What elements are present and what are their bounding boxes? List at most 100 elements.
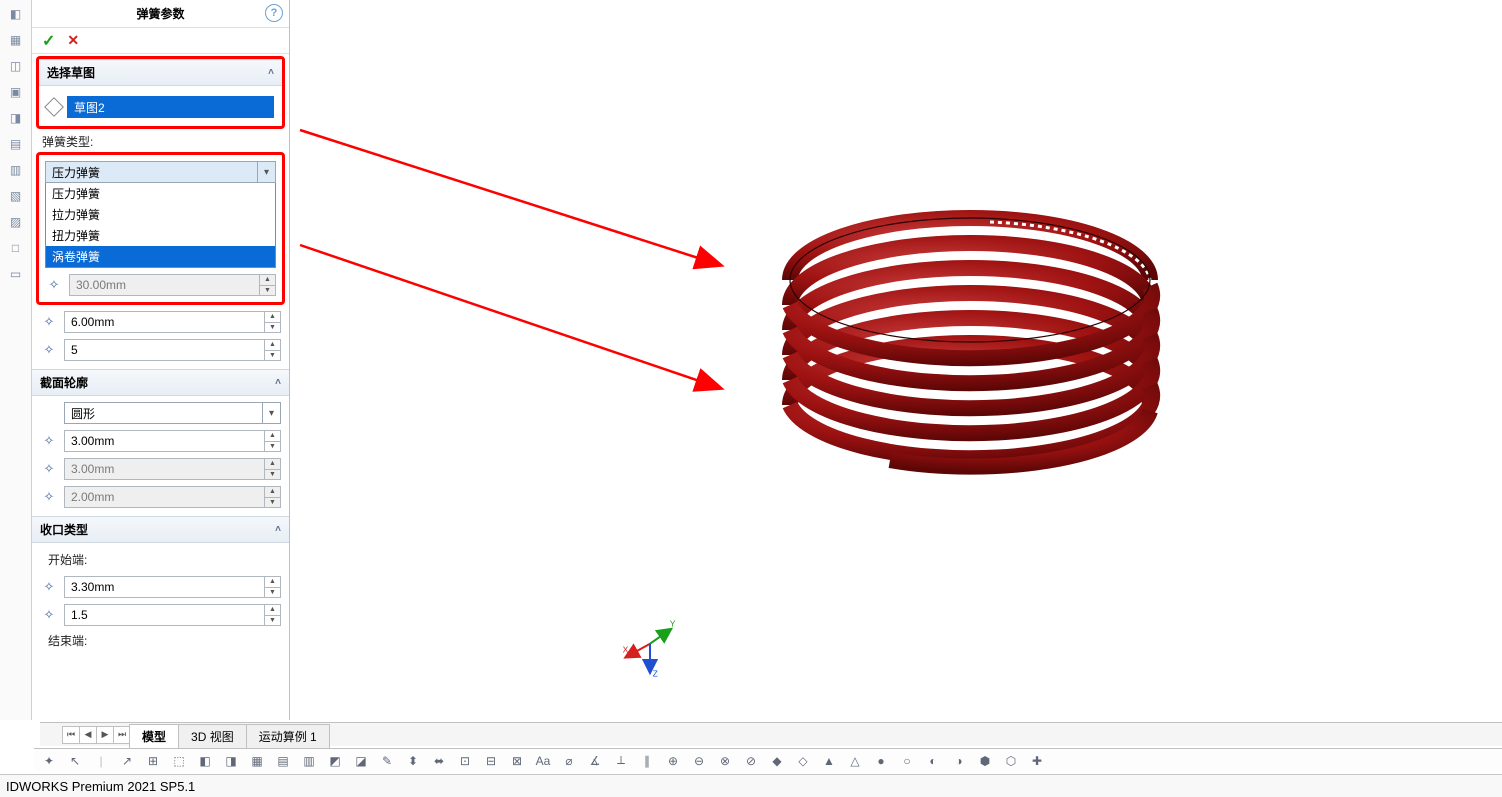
- spinner[interactable]: ▲▼: [264, 605, 280, 625]
- toolbar-icon[interactable]: ●: [872, 752, 890, 770]
- tab-nav-next[interactable]: ▶: [96, 726, 114, 744]
- section-end-type[interactable]: 收口类型 ˄: [32, 516, 289, 543]
- ok-button[interactable]: ✓: [42, 31, 55, 51]
- spinner[interactable]: ▲▼: [264, 577, 280, 597]
- toolbar-icon[interactable]: ▤: [274, 752, 292, 770]
- profile-shape-value: 圆形: [65, 405, 262, 422]
- toolbar-icon[interactable]: Aa: [534, 752, 552, 770]
- toolbar-icon[interactable]: ↖: [66, 752, 84, 770]
- toolbar-icon[interactable]: ⊕: [664, 752, 682, 770]
- toolbar-icon[interactable]: ◨: [222, 752, 240, 770]
- section-select-sketch[interactable]: 选择草图 ˄: [39, 59, 282, 86]
- strip-icon[interactable]: ◨: [6, 108, 26, 128]
- toolbar-icon[interactable]: ⊠: [508, 752, 526, 770]
- profile-shape-combo[interactable]: 圆形 ▾: [64, 402, 281, 424]
- chevron-up-icon: ˄: [268, 67, 274, 78]
- toolbar-icon[interactable]: ⌀: [560, 752, 578, 770]
- spring-type-option[interactable]: 涡卷弹簧: [46, 246, 275, 267]
- spinner[interactable]: ▲▼: [264, 340, 280, 360]
- strip-icon[interactable]: ▭: [6, 264, 26, 284]
- param-icon: ✧: [45, 277, 63, 293]
- toolbar-icon[interactable]: ▲: [820, 752, 838, 770]
- toolbar-icon[interactable]: ◑: [950, 752, 968, 770]
- 3d-viewport[interactable]: X Y Z: [290, 0, 1502, 720]
- strip-icon[interactable]: ◧: [6, 4, 26, 24]
- view-triad: X Y Z: [620, 618, 680, 678]
- cancel-button[interactable]: ✕: [67, 32, 79, 49]
- strip-icon[interactable]: □: [6, 238, 26, 258]
- strip-icon[interactable]: ▧: [6, 186, 26, 206]
- toolbar-icon[interactable]: ⊞: [144, 752, 162, 770]
- strip-icon[interactable]: ▣: [6, 82, 26, 102]
- strip-icon[interactable]: ◫: [6, 56, 26, 76]
- toolbar-icon[interactable]: ⬌: [430, 752, 448, 770]
- toolbar-icon[interactable]: ○: [898, 752, 916, 770]
- toolbar-icon[interactable]: ◧: [196, 752, 214, 770]
- sketch-icon: [44, 97, 64, 117]
- toolbar-icon[interactable]: ⬢: [976, 752, 994, 770]
- profile-d1-value: 3.00mm: [65, 434, 264, 448]
- svg-text:Z: Z: [653, 668, 658, 678]
- tab-model[interactable]: 模型: [129, 724, 179, 748]
- toolbar-icon[interactable]: ✎: [378, 752, 396, 770]
- toolbar-icon[interactable]: ⊖: [690, 752, 708, 770]
- tab-nav-prev[interactable]: ◀: [79, 726, 97, 744]
- toolbar-icon[interactable]: ↗: [118, 752, 136, 770]
- spinner[interactable]: ▲▼: [264, 431, 280, 451]
- toolbar-icon[interactable]: ◆: [768, 752, 786, 770]
- ok-cancel-row: ✓ ✕: [32, 28, 289, 54]
- toolbar-icon[interactable]: ⊗: [716, 752, 734, 770]
- toolbar-icon[interactable]: ✦: [40, 752, 58, 770]
- spring-type-label: 弹簧类型:: [32, 131, 289, 150]
- profile-d3-value: 2.00mm: [65, 490, 264, 504]
- toolbar-icon[interactable]: ∥: [638, 752, 656, 770]
- toolbar-icon[interactable]: ⟂: [612, 752, 630, 770]
- toolbar-icon[interactable]: ⬡: [1002, 752, 1020, 770]
- spring-type-combo[interactable]: 压力弹簧 ▾: [45, 161, 276, 183]
- spinner[interactable]: ▲▼: [264, 312, 280, 332]
- toolbar-icon[interactable]: ◇: [794, 752, 812, 770]
- toolbar-icon[interactable]: ⊡: [456, 752, 474, 770]
- help-icon[interactable]: ?: [265, 4, 283, 22]
- toolbar-icon[interactable]: ✚: [1028, 752, 1046, 770]
- toolbar-icon[interactable]: △: [846, 752, 864, 770]
- param-6-field[interactable]: 6.00mm ▲▼: [64, 311, 281, 333]
- tab-nav-first[interactable]: ⏮: [62, 726, 80, 744]
- strip-icon[interactable]: ▨: [6, 212, 26, 232]
- spring-type-option[interactable]: 扭力弹簧: [46, 225, 275, 246]
- tab-nav-buttons: ⏮ ◀ ▶ ⏭: [62, 726, 130, 744]
- end-s1-field[interactable]: 3.30mm ▲▼: [64, 576, 281, 598]
- tab-motion-study[interactable]: 运动算例 1: [246, 724, 330, 748]
- toolbar-icon[interactable]: ▥: [300, 752, 318, 770]
- tab-3d-view[interactable]: 3D 视图: [178, 724, 247, 748]
- chevron-up-icon: ˄: [275, 377, 281, 388]
- section-profile[interactable]: 截面轮廓 ˄: [32, 369, 289, 396]
- param-icon: ✧: [40, 433, 58, 449]
- profile-d1-field[interactable]: 3.00mm ▲▼: [64, 430, 281, 452]
- spring-type-option[interactable]: 压力弹簧: [46, 183, 275, 204]
- spring-type-selected: 压力弹簧: [46, 164, 257, 181]
- selected-sketch-field[interactable]: 草图2: [67, 96, 274, 118]
- panel-header: 弹簧参数 ?: [32, 0, 289, 28]
- toolbar-icon[interactable]: ◩: [326, 752, 344, 770]
- start-end-label: 开始端:: [40, 549, 281, 570]
- strip-icon[interactable]: ▤: [6, 134, 26, 154]
- toolbar-icon[interactable]: ⊟: [482, 752, 500, 770]
- strip-icon[interactable]: ▦: [6, 30, 26, 50]
- spring-type-dropdown: 压力弹簧 拉力弹簧 扭力弹簧 涡卷弹簧: [45, 183, 276, 268]
- toolbar-icon[interactable]: ▦: [248, 752, 266, 770]
- toolbar-icon[interactable]: ⬚: [170, 752, 188, 770]
- strip-icon[interactable]: ▥: [6, 160, 26, 180]
- annotation-box-spring-type: 压力弹簧 ▾ 压力弹簧 拉力弹簧 扭力弹簧 涡卷弹簧 ✧ 30.00mm ▲▼: [36, 152, 285, 305]
- param-5-field[interactable]: 5 ▲▼: [64, 339, 281, 361]
- profile-d2-value: 3.00mm: [65, 462, 264, 476]
- toolbar-icon[interactable]: ∡: [586, 752, 604, 770]
- param-icon: ✧: [40, 314, 58, 330]
- toolbar-icon[interactable]: ⊘: [742, 752, 760, 770]
- param-icon: ✧: [40, 461, 58, 477]
- toolbar-icon[interactable]: ⬍: [404, 752, 422, 770]
- spring-type-option[interactable]: 拉力弹簧: [46, 204, 275, 225]
- end-s2-field[interactable]: 1.5 ▲▼: [64, 604, 281, 626]
- toolbar-icon[interactable]: ◪: [352, 752, 370, 770]
- toolbar-icon[interactable]: ◐: [924, 752, 942, 770]
